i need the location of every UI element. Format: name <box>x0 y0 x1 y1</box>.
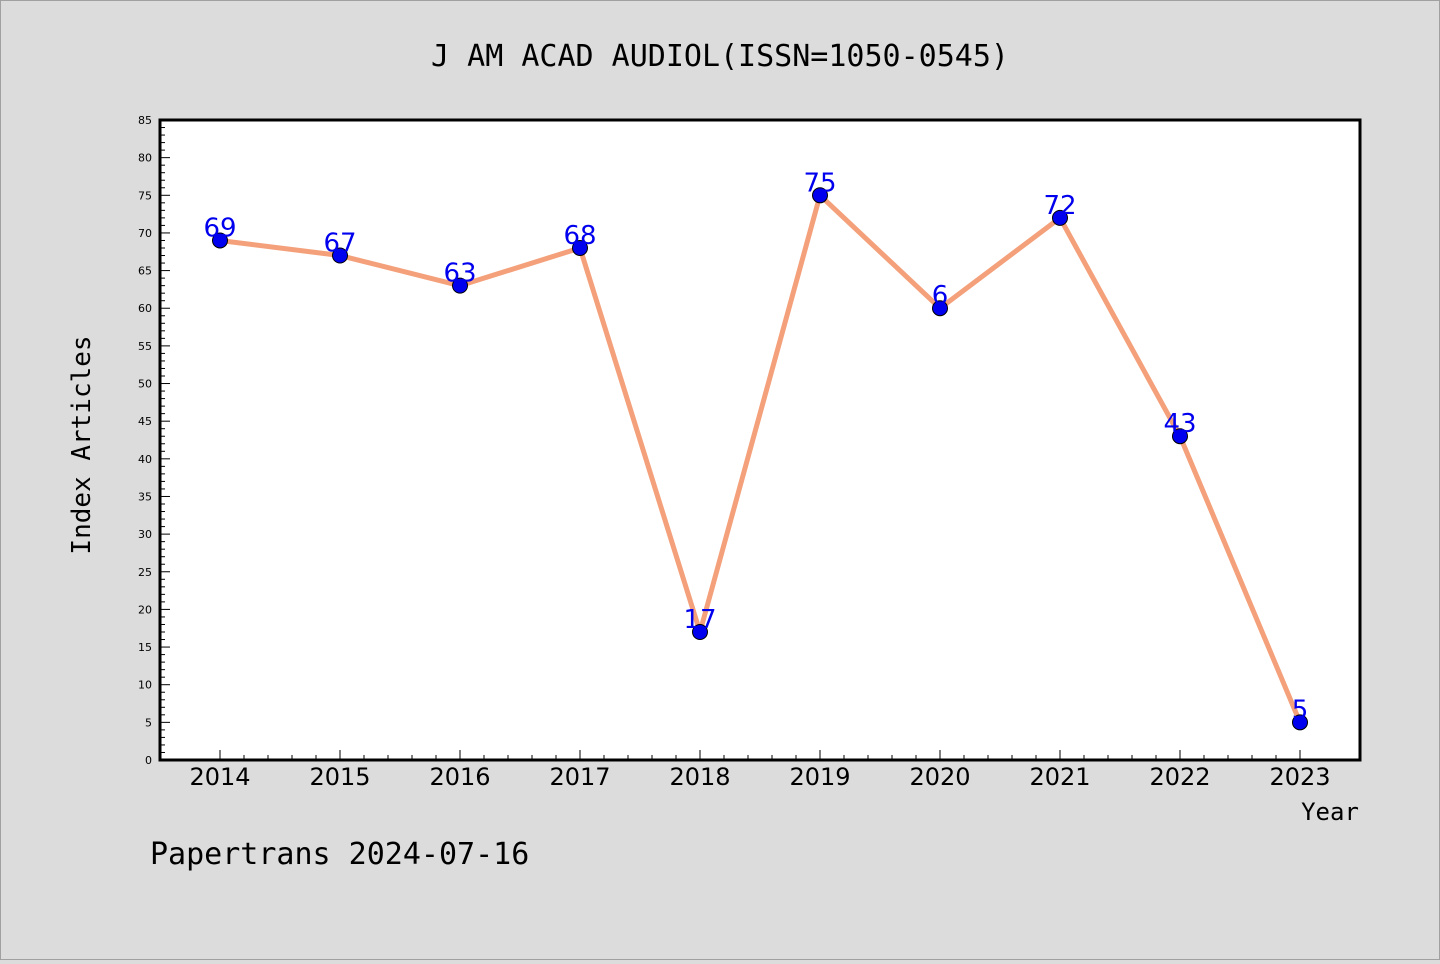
y-tick-label: 80 <box>138 152 152 165</box>
x-tick-label: 2014 <box>189 763 250 791</box>
data-point <box>212 232 228 249</box>
y-tick-label: 20 <box>138 603 152 616</box>
data-label: 17 <box>683 605 716 635</box>
data-label: 72 <box>1043 191 1076 221</box>
y-tick-label: 35 <box>138 490 152 503</box>
y-tick-label: 85 <box>138 114 152 127</box>
x-tick-label: 2021 <box>1029 763 1090 791</box>
data-point <box>692 624 708 640</box>
plot-area <box>158 118 1362 762</box>
y-tick-label: 70 <box>138 227 152 240</box>
y-tick-label: 5 <box>145 716 152 729</box>
y-tick-label: 55 <box>138 340 152 353</box>
x-tick-label: 2023 <box>1269 763 1330 791</box>
y-tick-label: 75 <box>138 189 152 202</box>
x-tick-label: 2018 <box>669 763 730 791</box>
x-tick-label: 2019 <box>789 763 850 791</box>
data-label: 43 <box>1163 409 1196 439</box>
data-point <box>332 247 348 264</box>
y-tick-label: 0 <box>145 754 152 767</box>
y-axis: 0 5 10 15 20 25 30 35 40 45 50 55 60 65 70 75 80 85 <box>138 114 170 767</box>
x-tick-label: 2017 <box>549 763 610 791</box>
data-label: 63 <box>443 259 476 289</box>
series-line <box>217 192 1303 725</box>
x-axis-title: Year <box>1301 798 1359 826</box>
data-point <box>1172 428 1188 445</box>
y-tick-label: 30 <box>138 528 152 541</box>
data-label: 6 <box>932 281 949 311</box>
y-tick-label: 10 <box>138 679 152 692</box>
y-tick-label: 40 <box>138 453 152 466</box>
data-point <box>812 187 828 204</box>
y-tick-label: 50 <box>138 378 152 391</box>
x-tick-label: 2016 <box>429 763 490 791</box>
data-label: 75 <box>803 168 836 198</box>
data-point <box>1292 714 1308 731</box>
y-tick-label: 25 <box>138 566 152 579</box>
x-axis: 2014 2015 2016 2017 2018 2019 2020 2021 2022 2023 <box>189 750 1331 791</box>
data-label: 69 <box>203 213 236 243</box>
y-tick-label: 65 <box>138 265 152 278</box>
y-tick-label: 15 <box>138 641 152 654</box>
x-tick-label: 2020 <box>909 763 970 791</box>
footer-credit: Papertrans 2024-07-16 <box>150 837 529 872</box>
data-label: 5 <box>1292 695 1309 725</box>
y-axis-title: Index Articles <box>67 335 97 554</box>
chart-title: J AM ACAD AUDIOL(ISSN=1050-0545) <box>431 39 1009 74</box>
y-tick-label: 45 <box>138 415 152 428</box>
data-point <box>572 240 588 256</box>
data-series: 69 67 63 68 17 75 6 72 43 5 <box>203 168 1309 731</box>
x-tick-label: 2015 <box>309 763 370 791</box>
y-tick-label: 60 <box>138 302 152 315</box>
data-point <box>1052 209 1068 226</box>
data-label: 68 <box>563 221 596 251</box>
data-point <box>932 300 948 317</box>
data-point <box>452 277 468 294</box>
data-label: 67 <box>323 229 356 259</box>
x-tick-label: 2022 <box>1149 763 1210 791</box>
